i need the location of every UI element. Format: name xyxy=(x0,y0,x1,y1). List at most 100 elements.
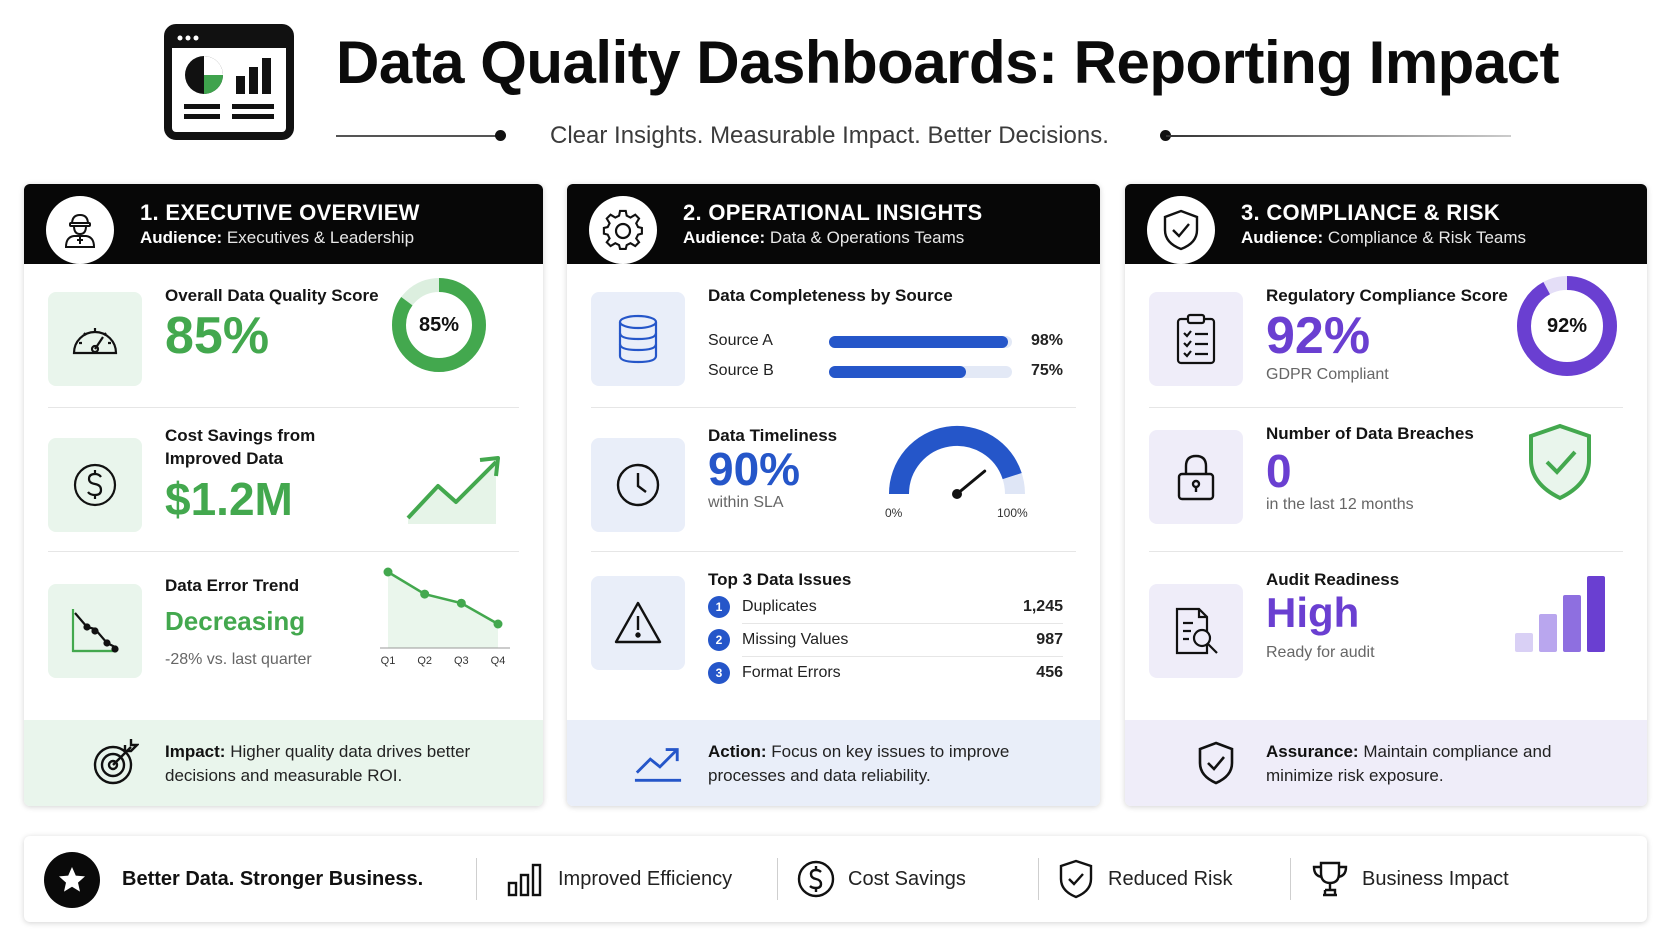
header: Data Quality Dashboards: Reporting Impac… xyxy=(0,0,1672,165)
timeliness-sub: within SLA xyxy=(708,494,784,511)
executive-overview-panel: 1. EXECUTIVE OVERVIEW Audience: Executiv… xyxy=(24,184,543,806)
breaches-row: Number of Data Breaches 0 in the last 12… xyxy=(1125,408,1647,552)
trend-point xyxy=(493,619,503,629)
issue-divider xyxy=(742,623,1063,624)
gauge-icon xyxy=(48,292,142,386)
issue-item: 1 Duplicates 1,245 xyxy=(708,590,1063,624)
executive-user-icon xyxy=(46,196,114,264)
uptrend-icon xyxy=(633,738,683,788)
shield-check-icon xyxy=(1054,857,1098,901)
audit-bar xyxy=(1515,633,1533,652)
panel-audience: Audience: Data & Operations Teams xyxy=(683,228,965,247)
cost-savings-row: Cost Savings from Improved Data $1.2M xyxy=(24,408,543,552)
issue-name: Missing Values xyxy=(742,631,849,648)
benefit-improved-efficiency: Improved Efficiency xyxy=(504,854,732,904)
strip-divider xyxy=(476,858,477,900)
dollar-icon xyxy=(794,857,838,901)
clock-icon xyxy=(591,438,685,532)
panel-title: 3. COMPLIANCE & RISK xyxy=(1241,200,1501,225)
subtitle-dot-right xyxy=(1160,130,1171,141)
benefit-label: Cost Savings xyxy=(848,867,966,890)
row-divider xyxy=(1149,551,1623,552)
issue-count: 987 xyxy=(1036,631,1063,648)
panel-audience: Audience: Executives & Leadership xyxy=(140,228,415,247)
trend-tick-label: Q1 xyxy=(381,655,396,667)
issue-divider xyxy=(742,656,1063,657)
compliance-score-label: Regulatory Compliance Score xyxy=(1266,286,1508,305)
audit-bar-chart xyxy=(1511,574,1611,659)
benefit-business-impact: Business Impact xyxy=(1308,854,1509,904)
panel-header: 1. EXECUTIVE OVERVIEW Audience: Executiv… xyxy=(24,184,543,264)
source-b-fill xyxy=(829,366,967,378)
impact-text: Impact: Higher quality data drives bette… xyxy=(165,742,471,785)
source-b-track xyxy=(829,366,1012,378)
savings-uptrend-chart xyxy=(404,436,504,531)
timeliness-row: Data Timeliness 90% within SLA 0% 100% xyxy=(567,408,1100,552)
shield-icon xyxy=(1191,738,1241,788)
panel-title: 1. EXECUTIVE OVERVIEW xyxy=(140,200,420,225)
timeliness-gauge: 0% 100% xyxy=(885,424,1035,524)
clipboard-icon xyxy=(1149,292,1243,386)
timeliness-value: 90% xyxy=(708,443,801,495)
source-b-value: 75% xyxy=(1030,362,1063,379)
trend-tick-label: Q4 xyxy=(491,655,506,667)
audit-readiness-sub: Ready for audit xyxy=(1266,644,1375,661)
subtitle-divider-right xyxy=(1166,135,1511,137)
quality-score-ring: 85% xyxy=(390,276,488,374)
panel-title: 2. OPERATIONAL INSIGHTS xyxy=(683,200,983,225)
issue-item: 3 Format Errors 456 xyxy=(708,656,1063,690)
completeness-label: Data Completeness by Source xyxy=(708,286,953,305)
source-a-fill xyxy=(829,336,1009,348)
issue-item: 2 Missing Values 987 xyxy=(708,623,1063,657)
breaches-label: Number of Data Breaches xyxy=(1266,424,1474,443)
compliance-score-ring: 92% xyxy=(1515,274,1619,378)
trophy-icon xyxy=(1308,857,1352,901)
strip-divider xyxy=(777,858,778,900)
row-divider xyxy=(48,407,519,408)
error-trend-sub: -28% vs. last quarter xyxy=(165,651,312,668)
issue-rank-badge: 2 xyxy=(708,629,730,651)
breaches-value: 0 xyxy=(1266,445,1292,497)
compliance-score-row: Regulatory Compliance Score 92% GDPR Com… xyxy=(1125,264,1647,408)
downtrend-icon xyxy=(48,584,142,678)
audit-readiness-label: Audit Readiness xyxy=(1266,570,1400,589)
operational-insights-panel: 2. OPERATIONAL INSIGHTS Audience: Data &… xyxy=(567,184,1100,806)
trend-point xyxy=(420,589,430,599)
quality-score-row: Overall Data Quality Score 85% 85% xyxy=(24,264,543,408)
error-trend-chart: Q1 Q2 Q3 Q4 xyxy=(380,564,520,675)
action-footer: Action: Focus on key issues to improve p… xyxy=(567,720,1100,806)
assurance-footer: Assurance: Maintain compliance and minim… xyxy=(1125,720,1647,806)
row-divider xyxy=(591,551,1076,552)
cost-savings-label: Cost Savings from Improved Data xyxy=(165,426,316,468)
subtitle-dot-left xyxy=(495,130,506,141)
shield-check-icon xyxy=(1147,196,1215,264)
issue-rank-badge: 1 xyxy=(708,596,730,618)
row-divider xyxy=(591,407,1076,408)
star-icon xyxy=(44,852,100,908)
issue-count: 1,245 xyxy=(1022,598,1063,615)
gauge-max-label: 100% xyxy=(997,506,1028,520)
trend-area xyxy=(388,572,498,648)
assurance-text: Assurance: Maintain compliance and minim… xyxy=(1266,742,1552,785)
audit-readiness-row: Audit Readiness High Ready for audit xyxy=(1125,552,1647,696)
bar-chart-icon xyxy=(504,857,548,901)
document-search-icon xyxy=(1149,584,1243,678)
source-a-bar: Source A 98% xyxy=(708,330,1063,352)
shield-check-icon xyxy=(1525,422,1595,507)
trend-tick-label: Q3 xyxy=(454,655,469,667)
lock-icon xyxy=(1149,430,1243,524)
strip-tagline: Better Data. Stronger Business. xyxy=(122,868,424,890)
panel-audience: Audience: Compliance & Risk Teams xyxy=(1241,228,1527,247)
error-trend-value: Decreasing xyxy=(165,606,306,636)
quality-ring-label: 85% xyxy=(418,314,460,336)
action-text: Action: Focus on key issues to improve p… xyxy=(708,742,1010,785)
dashboard-logo-icon xyxy=(164,24,302,144)
source-a-value: 98% xyxy=(1030,332,1063,349)
compliance-score-value: 92% xyxy=(1266,307,1371,365)
cost-savings-value: $1.2M xyxy=(165,473,293,525)
source-b-label: Source B xyxy=(708,362,774,379)
strip-divider xyxy=(1290,858,1291,900)
issue-name: Format Errors xyxy=(742,664,841,681)
benefit-reduced-risk: Reduced Risk xyxy=(1054,854,1233,904)
target-icon xyxy=(90,738,140,788)
